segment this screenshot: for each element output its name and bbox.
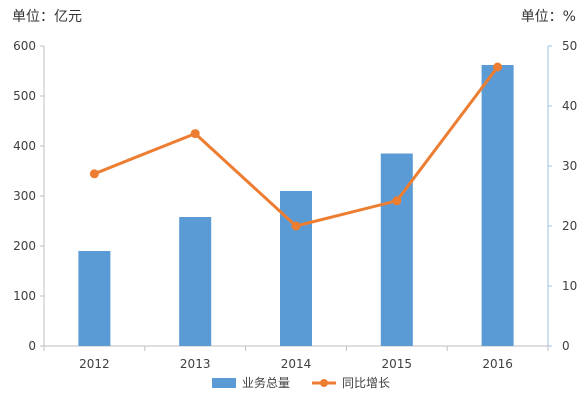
left-tick-label: 200	[13, 239, 36, 253]
bar	[481, 65, 514, 346]
right-tick-label: 40	[562, 99, 577, 113]
left-tick-label: 500	[13, 89, 36, 103]
growth-point	[493, 62, 503, 72]
legend-bar-swatch	[212, 378, 236, 388]
x-tick-label: 2013	[180, 357, 211, 371]
left-unit-label: 单位：亿元	[12, 9, 82, 25]
left-tick-label: 300	[13, 189, 36, 203]
x-tick-label: 2012	[79, 357, 110, 371]
bar	[380, 153, 413, 346]
bar	[179, 217, 212, 346]
x-tick-label: 2015	[382, 357, 413, 371]
x-tick-label: 2014	[281, 357, 312, 371]
left-tick-label: 400	[13, 139, 36, 153]
right-tick-label: 10	[562, 279, 577, 293]
growth-point	[291, 221, 301, 231]
legend-line-label: 同比增长	[342, 376, 390, 390]
bar	[78, 251, 111, 346]
right-tick-label: 50	[562, 39, 577, 53]
growth-point	[89, 169, 99, 179]
growth-point	[190, 129, 200, 139]
right-tick-label: 30	[562, 159, 577, 173]
left-tick-label: 0	[28, 339, 36, 353]
legend-bar-label: 业务总量	[242, 375, 290, 390]
x-tick-label: 2016	[482, 357, 513, 371]
right-unit-label: 单位：%	[520, 9, 576, 25]
right-tick-label: 20	[562, 219, 577, 233]
left-tick-label: 600	[13, 39, 36, 53]
growth-point	[392, 196, 402, 206]
legend-line-marker	[320, 379, 328, 387]
right-tick-label: 0	[562, 339, 570, 353]
left-tick-label: 100	[13, 289, 36, 303]
